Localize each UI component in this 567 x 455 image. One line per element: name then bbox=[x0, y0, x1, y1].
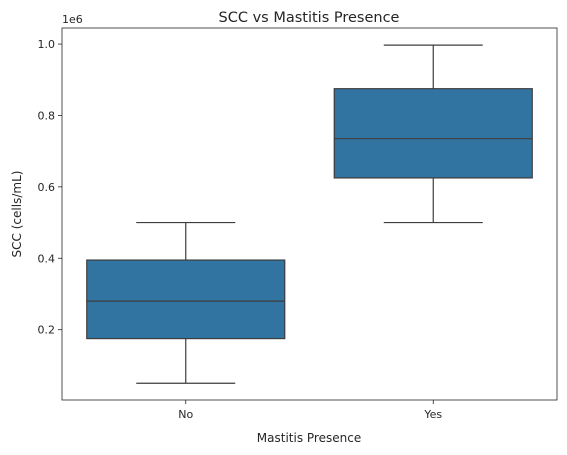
y-tick-label: 1.0 bbox=[38, 38, 56, 51]
y-tick-label: 0.2 bbox=[38, 324, 56, 337]
y-tick-label: 0.4 bbox=[38, 252, 56, 265]
x-tick-label: No bbox=[178, 408, 193, 421]
x-tick-label: Yes bbox=[423, 408, 442, 421]
x-axis-ticks: No Yes bbox=[178, 400, 442, 421]
y-offset-label: 1e6 bbox=[62, 13, 83, 26]
boxes-layer bbox=[86, 44, 533, 384]
y-tick-label: 0.6 bbox=[38, 181, 56, 194]
y-axis-label: SCC (cells/mL) bbox=[10, 171, 24, 258]
plot-area bbox=[61, 27, 558, 401]
box-group-no bbox=[86, 221, 286, 384]
box-group-yes bbox=[333, 44, 533, 224]
x-axis-label: Mastitis Presence bbox=[257, 431, 361, 445]
iqr-box bbox=[333, 88, 533, 179]
chart-title: SCC vs Mastitis Presence bbox=[219, 10, 400, 26]
y-axis-ticks: 0.2 0.4 0.6 0.8 1.0 bbox=[38, 38, 62, 337]
y-tick-label: 0.8 bbox=[38, 109, 56, 122]
iqr-box bbox=[86, 259, 286, 340]
